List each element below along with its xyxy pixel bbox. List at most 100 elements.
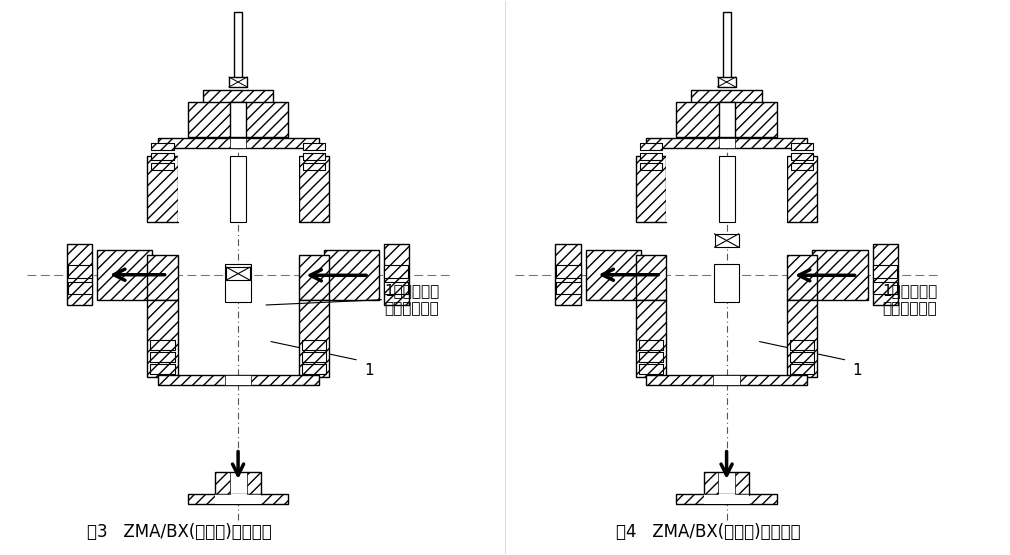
Text: 1、合流阀芯
（分流功能）: 1、合流阀芯 （分流功能）	[384, 284, 439, 316]
Bar	[636, 156, 667, 223]
Bar	[790, 352, 814, 362]
Bar	[147, 300, 178, 377]
Bar	[791, 153, 813, 160]
Bar	[147, 255, 178, 300]
Bar	[557, 282, 581, 294]
Bar	[639, 340, 664, 350]
Bar	[303, 163, 324, 170]
Bar	[557, 265, 581, 278]
Bar	[303, 143, 324, 150]
Bar	[636, 300, 667, 377]
Bar	[225, 264, 250, 302]
Bar	[557, 282, 581, 294]
Bar	[302, 364, 325, 374]
Bar	[302, 340, 325, 350]
Bar	[158, 138, 319, 148]
Bar	[677, 103, 777, 137]
Bar	[302, 352, 325, 362]
Bar	[150, 364, 175, 374]
Bar	[299, 255, 328, 300]
Bar	[636, 255, 667, 300]
FancyBboxPatch shape	[717, 77, 735, 87]
Bar	[215, 494, 261, 504]
Bar	[299, 156, 328, 223]
Bar	[873, 244, 898, 305]
Bar	[147, 156, 178, 223]
Bar	[303, 163, 324, 170]
Bar	[557, 265, 581, 278]
Bar	[691, 90, 762, 104]
Bar	[68, 265, 92, 278]
Bar	[158, 375, 319, 385]
Bar	[299, 300, 328, 377]
Bar	[586, 250, 641, 300]
Bar	[640, 153, 663, 160]
Bar	[586, 250, 641, 300]
Bar	[234, 12, 242, 79]
Bar	[787, 300, 817, 377]
Bar	[150, 340, 175, 350]
Bar	[791, 153, 813, 160]
Bar	[147, 156, 178, 223]
Text: 图4   ZMA/BX(分流型)分流场合: 图4 ZMA/BX(分流型)分流场合	[616, 522, 800, 541]
Bar	[677, 494, 777, 504]
Bar	[299, 156, 328, 223]
Bar	[150, 352, 175, 362]
Bar	[302, 364, 325, 374]
Bar	[203, 90, 274, 104]
Bar	[790, 364, 814, 374]
Text: 1: 1	[364, 363, 374, 378]
Bar	[718, 156, 734, 223]
Bar	[873, 244, 898, 305]
Bar	[787, 255, 817, 300]
Bar	[639, 364, 664, 374]
Bar	[640, 143, 663, 150]
Bar	[384, 265, 408, 278]
Bar	[556, 244, 581, 305]
Bar	[735, 472, 749, 494]
Bar	[188, 494, 289, 504]
Bar	[215, 472, 261, 494]
Bar	[639, 364, 664, 374]
Bar	[225, 375, 251, 385]
Bar	[303, 143, 324, 150]
Bar	[203, 90, 274, 104]
Bar	[302, 340, 325, 350]
Bar	[791, 163, 813, 170]
Bar	[384, 282, 408, 294]
Bar	[646, 138, 807, 148]
Bar	[230, 138, 246, 148]
Bar	[384, 244, 409, 305]
Bar	[158, 375, 319, 385]
Bar	[713, 375, 739, 385]
Bar	[790, 352, 814, 362]
Bar	[787, 156, 817, 223]
Bar	[791, 143, 813, 150]
Bar	[226, 267, 250, 280]
Bar	[230, 156, 246, 223]
Bar	[714, 234, 738, 247]
Text: 1: 1	[852, 363, 863, 378]
Bar	[639, 352, 664, 362]
Bar	[704, 494, 749, 504]
Bar	[556, 244, 581, 305]
Bar	[640, 143, 663, 150]
Bar	[303, 153, 324, 160]
Bar	[152, 153, 174, 160]
Bar	[384, 265, 408, 278]
Bar	[718, 138, 734, 148]
Bar	[68, 282, 92, 294]
Bar	[150, 364, 175, 374]
Bar	[178, 156, 299, 223]
Bar	[67, 244, 92, 305]
Bar	[704, 472, 718, 494]
Bar	[323, 250, 379, 300]
Bar	[790, 340, 814, 350]
Bar	[636, 255, 667, 300]
FancyBboxPatch shape	[229, 77, 247, 87]
Bar	[691, 90, 762, 104]
Bar	[152, 153, 174, 160]
Bar	[215, 472, 229, 494]
Bar	[299, 255, 328, 300]
Bar	[188, 494, 289, 504]
